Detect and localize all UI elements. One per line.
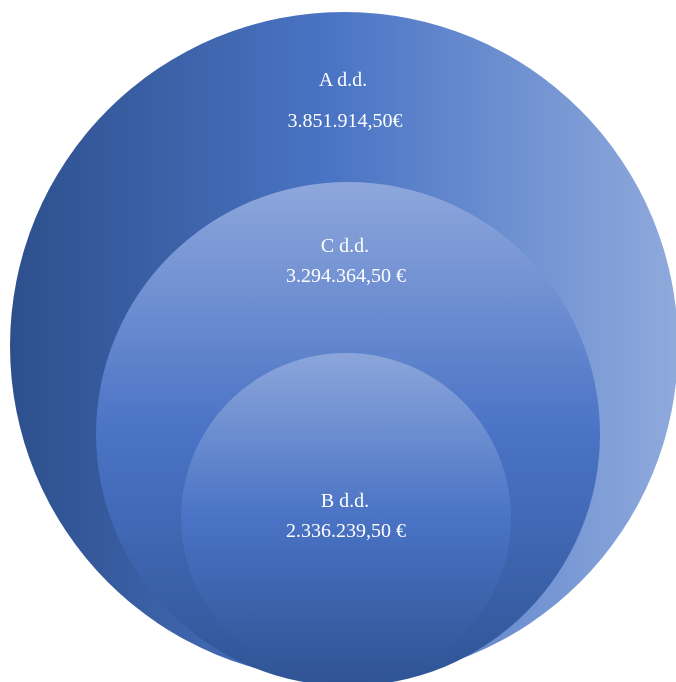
- circle-c-value: 3.294.364,50 €: [286, 265, 406, 287]
- circle-a-name: A d.d.: [319, 69, 367, 91]
- circle-c-name: C d.d.: [321, 235, 369, 257]
- circle-b-name: B d.d.: [321, 490, 369, 512]
- circle-b-inner: [181, 353, 511, 682]
- circle-a-value: 3.851.914,50€: [288, 110, 403, 132]
- circle-b-value: 2.336.239,50 €: [286, 520, 406, 542]
